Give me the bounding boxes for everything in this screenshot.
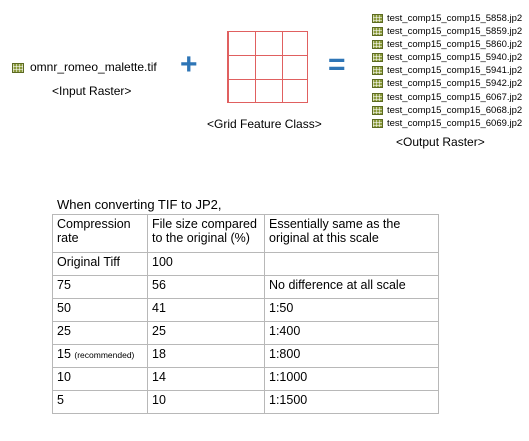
cell-scale: 1:800 [264, 344, 439, 368]
input-raster: omnr_romeo_malette.tif [12, 60, 157, 74]
cell-size: 100 [147, 252, 265, 276]
compression-table: Compression rate File size compared to t… [52, 214, 439, 414]
raster-icon [372, 27, 383, 37]
output-raster-file: test_comp15_comp15_5940.jp2 [372, 51, 522, 64]
raster-icon [12, 62, 24, 73]
cell-rate: 25 [52, 321, 148, 345]
output-raster-file: test_comp15_comp15_5858.jp2 [372, 12, 522, 25]
raster-icon [372, 53, 383, 63]
cell-size: 10 [147, 390, 265, 414]
input-raster-filename: omnr_romeo_malette.tif [30, 60, 157, 74]
output-raster-file: test_comp15_comp15_5942.jp2 [372, 77, 522, 90]
output-raster-list: test_comp15_comp15_5858.jp2 test_comp15_… [372, 12, 522, 130]
output-raster-file: test_comp15_comp15_5941.jp2 [372, 64, 522, 77]
table-row: 75 56 No difference at all scale [52, 275, 439, 299]
raster-icon [372, 66, 383, 76]
cell-size: 56 [147, 275, 265, 299]
table-row: 15 (recommended) 18 1:800 [52, 344, 439, 368]
cell-rate: 15 (recommended) [52, 344, 148, 368]
header-file-size: File size compared to the original (%) [147, 214, 265, 253]
output-raster-file: test_comp15_comp15_5859.jp2 [372, 25, 522, 38]
cell-scale: No difference at all scale [264, 275, 439, 299]
table-row: 50 41 1:50 [52, 298, 439, 322]
raster-icon [372, 13, 383, 23]
cell-size: 14 [147, 367, 265, 391]
cell-rate: 50 [52, 298, 148, 322]
equals-sign: = [328, 48, 346, 81]
grid-feature-class-caption: <Grid Feature Class> [207, 117, 322, 131]
raster-icon [372, 118, 383, 128]
cell-size: 25 [147, 321, 265, 345]
raster-icon [372, 40, 383, 50]
table-row: 5 10 1:1500 [52, 390, 439, 414]
header-compression-rate: Compression rate [52, 214, 148, 253]
output-raster-file: test_comp15_comp15_6067.jp2 [372, 91, 522, 104]
table-row: 25 25 1:400 [52, 321, 439, 345]
table-row: 10 14 1:1000 [52, 367, 439, 391]
output-raster-file: test_comp15_comp15_6068.jp2 [372, 104, 522, 117]
cell-rate: Original Tiff [52, 252, 148, 276]
output-raster-file: test_comp15_comp15_5860.jp2 [372, 38, 522, 51]
output-raster-caption: <Output Raster> [396, 135, 485, 149]
raster-icon [372, 105, 383, 115]
plus-sign: + [180, 48, 198, 81]
cell-size: 41 [147, 298, 265, 322]
cell-rate: 5 [52, 390, 148, 414]
cell-rate: 75 [52, 275, 148, 299]
cell-scale [264, 252, 439, 276]
table-header-row: Compression rate File size compared to t… [52, 214, 439, 253]
table-title: When converting TIF to JP2, [57, 197, 222, 212]
raster-icon [372, 92, 383, 102]
cell-rate: 10 [52, 367, 148, 391]
raster-icon [372, 79, 383, 89]
cell-scale: 1:1500 [264, 390, 439, 414]
cell-scale: 1:400 [264, 321, 439, 345]
cell-size: 18 [147, 344, 265, 368]
output-raster-file: test_comp15_comp15_6069.jp2 [372, 117, 522, 130]
recommended-note: (recommended) [74, 350, 135, 360]
table-row: Original Tiff 100 [52, 252, 439, 276]
header-scale: Essentially same as the original at this… [264, 214, 439, 253]
cell-scale: 1:1000 [264, 367, 439, 391]
cell-scale: 1:50 [264, 298, 439, 322]
input-raster-caption: <Input Raster> [52, 84, 132, 98]
grid-feature-class-graphic [227, 31, 308, 103]
